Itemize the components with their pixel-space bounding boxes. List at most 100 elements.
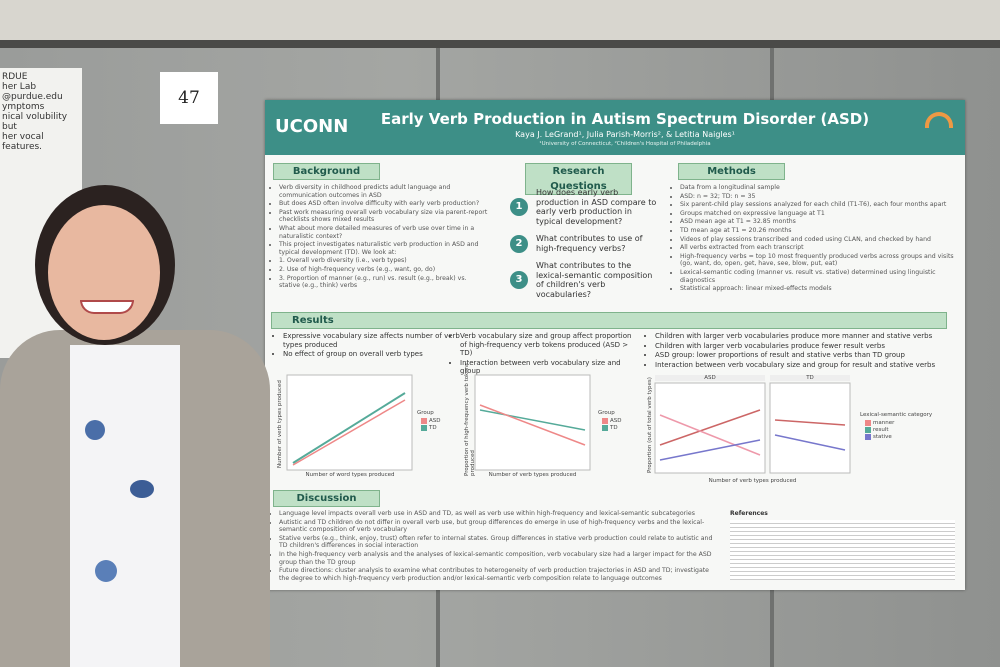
text-line: ymptoms bbox=[2, 102, 45, 112]
poster-header bbox=[265, 100, 965, 155]
bullet: Videos of play sessions transcribed and … bbox=[680, 236, 960, 244]
left-poster-lines: RDUE her Lab @purdue.edu ymptoms nical volub… bbox=[2, 72, 82, 152]
blouse-pattern bbox=[95, 560, 117, 582]
results-text: Verb vocabulary size and group affect pr… bbox=[450, 332, 640, 377]
bullet: TD mean age at T1 = 20.26 months bbox=[680, 227, 960, 235]
bullet: ASD group: lower proportions of result a… bbox=[655, 351, 945, 360]
question-number: 3 bbox=[510, 271, 528, 289]
legend-title: Group bbox=[417, 410, 434, 416]
bullet: Interaction between verb vocabulary size… bbox=[655, 361, 945, 370]
axis-label: Number of verb types produced bbox=[708, 478, 797, 484]
bullet: 3. Proportion of manner (e.g., run) vs. … bbox=[279, 275, 489, 290]
legend-entry: result bbox=[865, 427, 894, 433]
bullet: Expressive vocabulary size affects numbe… bbox=[283, 332, 463, 349]
bullet: Verb diversity in childhood predicts adu… bbox=[279, 184, 489, 199]
question: 3 What contributes to the lexical-semanti… bbox=[510, 261, 660, 299]
text-line: RDUE bbox=[2, 72, 28, 82]
poster: UCONN Early Verb Production in Autism Sp… bbox=[265, 100, 965, 590]
blouse-pattern bbox=[85, 420, 105, 440]
authors: Kaya J. LeGrand¹, Julia Parish-Morris², … bbox=[515, 130, 735, 139]
facet-label: TD bbox=[770, 375, 850, 381]
wall-rail bbox=[0, 40, 1000, 48]
bullet: What about more detailed measures of ver… bbox=[279, 225, 489, 240]
text-line: nical volubility but bbox=[2, 112, 68, 132]
trend-line bbox=[774, 419, 846, 426]
legend-entry: manner bbox=[865, 420, 894, 426]
references-heading: References bbox=[730, 510, 768, 517]
bullet: Language level impacts overall verb use … bbox=[279, 510, 719, 518]
legend-entry: ASD bbox=[421, 418, 441, 424]
bullet: Future directions: cluster analysis to e… bbox=[279, 567, 719, 582]
legend-title: Group bbox=[598, 410, 615, 416]
affiliations: ¹University of Connecticut, ²Children's … bbox=[539, 141, 711, 147]
trend-line bbox=[479, 409, 586, 431]
methods-text: Data from a longitudinal sampleASD: n = … bbox=[670, 184, 960, 294]
section-heading: Results bbox=[271, 312, 947, 329]
question-text: How does early verb production in ASD co… bbox=[536, 188, 657, 226]
bullet: Data from a longitudinal sample bbox=[680, 184, 960, 192]
poster-title: Early Verb Production in Autism Spectrum… bbox=[380, 110, 870, 128]
legend: ASD TD bbox=[421, 418, 441, 432]
legend-title: Lexical-semantic category bbox=[860, 412, 933, 418]
blouse-pattern bbox=[130, 480, 154, 498]
window-background bbox=[0, 0, 1000, 42]
trend-line bbox=[479, 404, 586, 446]
bullet: ASD: n = 32; TD: n = 35 bbox=[680, 193, 960, 201]
trend-line bbox=[659, 414, 761, 456]
question-number: 1 bbox=[510, 198, 528, 216]
plot-panel bbox=[769, 382, 851, 474]
bullet: This project investigates naturalistic v… bbox=[279, 241, 489, 256]
discussion-text: Language level impacts overall verb use … bbox=[269, 510, 719, 583]
face bbox=[48, 205, 160, 340]
background-text: Verb diversity in childhood predicts adu… bbox=[269, 184, 489, 291]
smile bbox=[80, 300, 134, 314]
result-figures bbox=[286, 374, 851, 474]
research-questions: 1 How does early verb production in ASD c… bbox=[510, 188, 660, 307]
section-heading: Background bbox=[273, 163, 380, 180]
legend-entry: TD bbox=[421, 425, 441, 431]
facet-label: ASD bbox=[655, 375, 765, 381]
axis-label: Number of word types produced bbox=[305, 472, 395, 478]
section-heading: Research Questions bbox=[525, 163, 632, 195]
bullet: 2. Use of high-frequency verbs (e.g., wa… bbox=[279, 266, 489, 274]
question: 1 How does early verb production in ASD c… bbox=[510, 188, 660, 226]
trend-line bbox=[292, 399, 406, 466]
bullet: High-frequency verbs = top 10 most frequ… bbox=[680, 253, 960, 268]
bullet: ASD mean age at T1 = 32.85 months bbox=[680, 218, 960, 226]
section-heading: Methods bbox=[678, 163, 785, 180]
bullet: Statistical approach: linear mixed-effec… bbox=[680, 285, 960, 293]
text-line: her vocal features. bbox=[2, 132, 44, 152]
question-number: 2 bbox=[510, 234, 528, 253]
bullet: Children with larger verb vocabularies p… bbox=[655, 342, 945, 351]
bullet: But does ASD often involve difficulty wi… bbox=[279, 200, 489, 208]
logo: UCONN bbox=[275, 116, 349, 137]
axis-label: Proportion of high-frequency verb tokens… bbox=[464, 363, 476, 476]
rainbow-logo bbox=[925, 112, 953, 128]
blouse bbox=[70, 345, 180, 667]
trend-line bbox=[774, 434, 846, 451]
bullet: Six parent-child play sessions analyzed … bbox=[680, 201, 960, 209]
legend-entry: stative bbox=[865, 434, 894, 440]
legend: ASD TD bbox=[602, 418, 622, 432]
text-line: her Lab bbox=[2, 82, 37, 92]
trend-line bbox=[659, 439, 761, 461]
references-text bbox=[730, 520, 955, 580]
bullet: Lexical-semantic coding (manner vs. resu… bbox=[680, 269, 960, 284]
trend-line bbox=[659, 409, 761, 446]
question-text: What contributes to the lexical-semantic… bbox=[536, 261, 653, 299]
legend: manner result stative bbox=[865, 420, 894, 441]
legend-entry: TD bbox=[602, 425, 622, 431]
plot-panel bbox=[474, 374, 591, 471]
bullet: Interaction between verb vocabulary size… bbox=[460, 359, 640, 376]
sign-number: 47 bbox=[160, 72, 218, 124]
bullet: Verb vocabulary size and group affect pr… bbox=[460, 332, 640, 358]
bullet: In the high-frequency verb analysis and … bbox=[279, 551, 719, 566]
results-text: Children with larger verb vocabularies p… bbox=[645, 332, 945, 370]
axis-label: Proportion (out of total verb types) bbox=[647, 377, 653, 473]
axis-label: Number of verb types produced bbox=[277, 380, 283, 468]
bullet: Stative verbs (e.g., think, enjoy, trust… bbox=[279, 535, 719, 550]
legend-entry: ASD bbox=[602, 418, 622, 424]
bullet: Autistic and TD children do not differ i… bbox=[279, 519, 719, 534]
bullet: Children with larger verb vocabularies p… bbox=[655, 332, 945, 341]
